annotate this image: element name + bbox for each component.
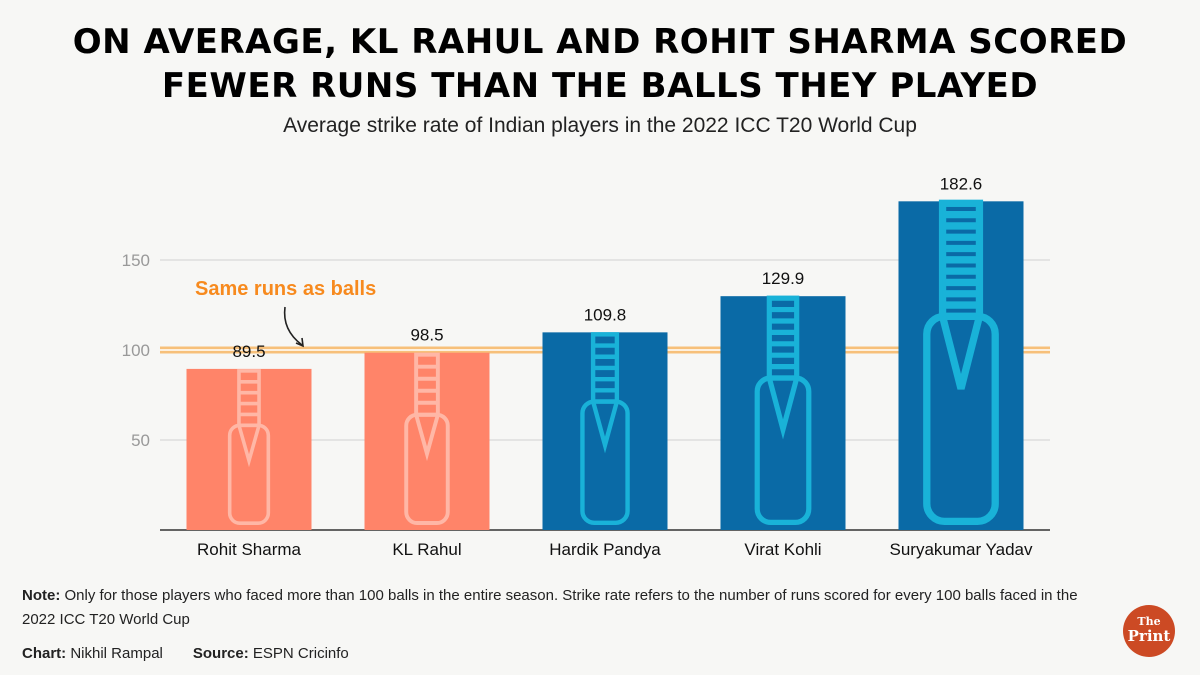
chart-title: ON AVERAGE, KL RAHUL AND ROHIT SHARMA SC… xyxy=(0,20,1200,108)
x-tick-label: Hardik Pandya xyxy=(549,540,661,559)
source-text: ESPN Cricinfo xyxy=(248,645,349,662)
bar xyxy=(364,352,490,530)
bat-blade xyxy=(580,399,630,525)
bar xyxy=(186,368,312,530)
data-label: 89.5 xyxy=(232,342,265,361)
chart-subtitle: Average strike rate of Indian players in… xyxy=(283,114,917,137)
credits: Chart: Nikhil Rampal Source: ESPN Cricinf… xyxy=(22,645,379,662)
y-tick-label: 50 xyxy=(131,431,150,450)
bat-splice xyxy=(414,414,440,462)
title-line-1: ON AVERAGE, KL RAHUL AND ROHIT SHARMA SC… xyxy=(72,22,1128,62)
bat-splice xyxy=(939,315,983,390)
theprint-logo: The Print xyxy=(1123,605,1175,657)
chart-author: Nikhil Rampal xyxy=(66,645,163,662)
x-tick-label: KL Rahul xyxy=(392,540,461,559)
bat-splice xyxy=(590,400,620,454)
x-tick-label: Rohit Sharma xyxy=(197,540,301,559)
note-text: Only for those players who faced more th… xyxy=(22,587,1078,628)
bar xyxy=(542,332,668,530)
data-label: 182.6 xyxy=(940,174,983,193)
note-label: Note: xyxy=(22,587,61,604)
bar xyxy=(720,296,846,530)
bat-splice xyxy=(766,377,800,440)
title-line-2: FEWER RUNS THAN THE BALLS THEY PLAYED xyxy=(161,66,1039,106)
bat-splice xyxy=(237,424,261,468)
note: Note: Only for those players who faced m… xyxy=(22,584,1092,632)
x-tick-label: Suryakumar Yadav xyxy=(890,540,1033,559)
data-label: 129.9 xyxy=(762,269,805,288)
y-tick-label: 100 xyxy=(122,341,150,360)
data-label: 98.5 xyxy=(410,326,443,345)
annotation-arrow xyxy=(283,306,303,346)
bat-blade xyxy=(923,312,999,526)
x-tick-label: Virat Kohli xyxy=(744,540,821,559)
bat-blade xyxy=(227,423,271,526)
bar xyxy=(898,201,1024,530)
source-credit: Source: ESPN Cricinfo xyxy=(193,645,349,662)
chart-credit: Chart: Nikhil Rampal xyxy=(22,645,163,662)
y-tick-label: 150 xyxy=(122,251,150,270)
reference-line-label: Same runs as balls xyxy=(195,278,376,300)
source-label: Source: xyxy=(192,645,249,662)
data-label: 109.8 xyxy=(584,305,627,324)
bat-blade xyxy=(404,412,450,526)
bar-chart: 50 100 150 Same runs as balls 89.5 Rohit Shar… xyxy=(122,174,1050,559)
annotation-arrowhead xyxy=(295,337,304,348)
chart-credit-label: Chart: xyxy=(22,645,67,662)
bat-blade xyxy=(754,375,812,525)
